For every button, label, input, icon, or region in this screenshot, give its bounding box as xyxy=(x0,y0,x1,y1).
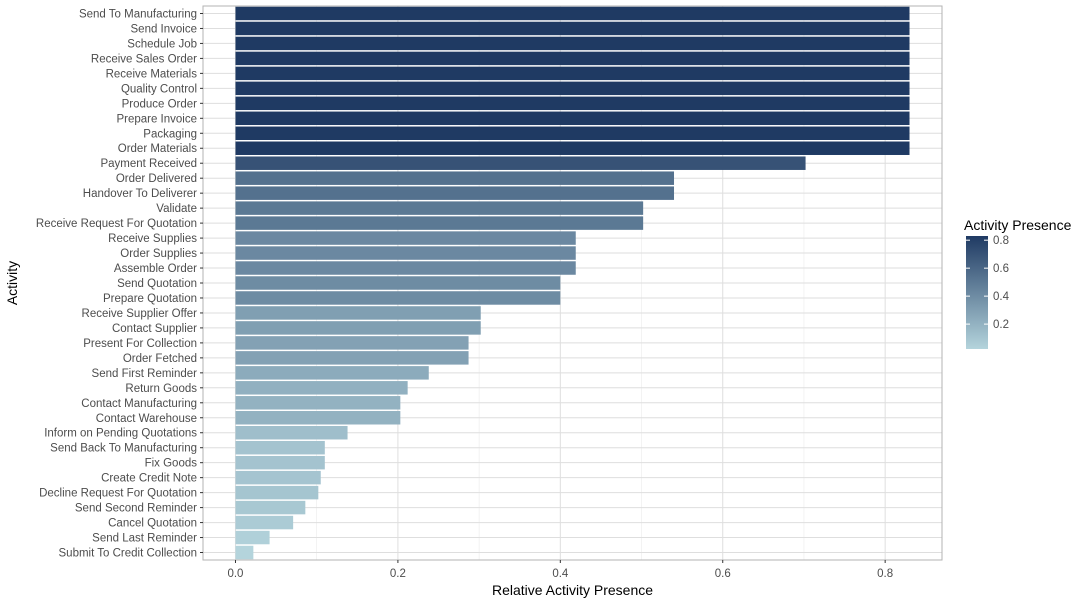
y-tick-label: Order Supplies xyxy=(120,248,197,260)
y-tick-label: Send Last Reminder xyxy=(92,533,197,545)
bar xyxy=(235,111,910,126)
y-tick-label: Contact Warehouse xyxy=(96,413,197,425)
bar xyxy=(235,276,561,290)
bar xyxy=(235,261,576,275)
bar xyxy=(235,321,481,335)
y-tick-label: Handover To Deliverer xyxy=(83,188,197,200)
y-tick-label: Receive Materials xyxy=(106,68,198,80)
bar xyxy=(235,545,254,560)
y-tick-label: Decline Request For Quotation xyxy=(39,488,197,500)
y-tick-label: Contact Manufacturing xyxy=(81,398,197,410)
bar xyxy=(235,246,576,260)
bar xyxy=(235,530,270,545)
bar xyxy=(235,306,481,320)
y-tick-label: Quality Control xyxy=(121,83,197,95)
bar xyxy=(235,216,644,230)
bar xyxy=(235,201,644,215)
bar xyxy=(235,366,429,380)
legend-tick-label: 0.2 xyxy=(993,319,1009,331)
bar xyxy=(235,470,321,485)
bar xyxy=(235,291,561,305)
y-tick-label: Prepare Quotation xyxy=(103,293,197,305)
y-tick-label: Schedule Job xyxy=(127,38,197,50)
legend-tick-label: 0.4 xyxy=(993,291,1010,303)
y-tick-label: Produce Order xyxy=(122,98,198,110)
y-tick-label: Prepare Invoice xyxy=(116,113,197,125)
x-axis: 0.0 0.2 0.4 0.6 0.8 xyxy=(227,560,893,580)
legend-tick-label: 0.8 xyxy=(993,235,1009,247)
y-tick-label: Create Credit Note xyxy=(101,473,197,485)
y-tick-label: Order Fetched xyxy=(123,353,197,365)
bar xyxy=(235,6,910,21)
x-tick-label: 0.4 xyxy=(552,568,569,580)
bar xyxy=(235,396,401,410)
y-tick-label: Send Invoice xyxy=(131,23,198,35)
x-tick-label: 0.8 xyxy=(877,568,893,580)
legend-title: Activity Presence xyxy=(964,217,1072,233)
x-tick-label: 0.2 xyxy=(390,568,406,580)
y-tick-label: Validate xyxy=(156,203,197,215)
y-tick-label: Receive Sales Order xyxy=(91,53,197,65)
y-tick-label: Receive Supplier Offer xyxy=(82,308,198,320)
bar xyxy=(235,51,910,66)
bar xyxy=(235,171,675,185)
bar xyxy=(235,425,348,440)
y-tick-label: Packaging xyxy=(143,128,197,140)
bar xyxy=(235,81,910,96)
bar xyxy=(235,156,806,170)
y-tick-label: Send To Manufacturing xyxy=(79,8,197,20)
bar xyxy=(235,141,910,155)
y-tick-label: Contact Supplier xyxy=(112,323,197,335)
bar xyxy=(235,381,408,395)
bar xyxy=(235,21,910,36)
y-tick-label: Present For Collection xyxy=(83,338,197,350)
bar xyxy=(235,96,910,111)
y-tick-label: Fix Goods xyxy=(145,458,198,470)
x-tick-label: 0.0 xyxy=(227,568,243,580)
y-tick-label: Inform on Pending Quotations xyxy=(44,428,197,440)
y-tick-label: Send Second Reminder xyxy=(75,503,197,515)
y-tick-label: Receive Request For Quotation xyxy=(36,218,197,230)
y-axis-title: Activity xyxy=(4,261,20,305)
x-tick-label: 0.6 xyxy=(715,568,731,580)
y-tick-label: Send Back To Manufacturing xyxy=(50,443,197,455)
bar xyxy=(235,515,294,530)
bar xyxy=(235,126,910,141)
bar xyxy=(235,411,401,425)
y-tick-label: Assemble Order xyxy=(114,263,197,275)
bar xyxy=(235,36,910,51)
y-tick-label: Return Goods xyxy=(125,383,197,395)
x-axis-title: Relative Activity Presence xyxy=(492,582,653,598)
bar xyxy=(235,500,306,515)
bar xyxy=(235,336,469,350)
bar xyxy=(235,485,319,500)
bar xyxy=(235,455,325,470)
legend: Activity Presence 0.2 0.4 0.6 0.8 xyxy=(964,217,1072,349)
y-tick-label: Payment Received xyxy=(100,158,197,170)
bar xyxy=(235,231,576,245)
bar xyxy=(235,351,469,365)
bar xyxy=(235,440,325,455)
y-tick-label: Order Delivered xyxy=(116,173,197,185)
bar xyxy=(235,186,675,200)
y-tick-label: Receive Supplies xyxy=(108,233,197,245)
y-tick-label: Order Materials xyxy=(118,143,197,155)
y-tick-label: Cancel Quotation xyxy=(108,518,197,530)
legend-colorbar xyxy=(966,236,988,349)
y-axis: Send To Manufacturing Send Invoice Schedul… xyxy=(36,8,203,560)
bars xyxy=(235,6,910,560)
legend-tick-label: 0.6 xyxy=(993,263,1009,275)
y-tick-label: Send Quotation xyxy=(117,278,197,290)
y-tick-label: Submit To Credit Collection xyxy=(59,548,198,560)
y-tick-label: Send First Reminder xyxy=(92,368,198,380)
legend-ticks: 0.2 0.4 0.6 0.8 xyxy=(966,235,1010,331)
bar xyxy=(235,66,910,81)
